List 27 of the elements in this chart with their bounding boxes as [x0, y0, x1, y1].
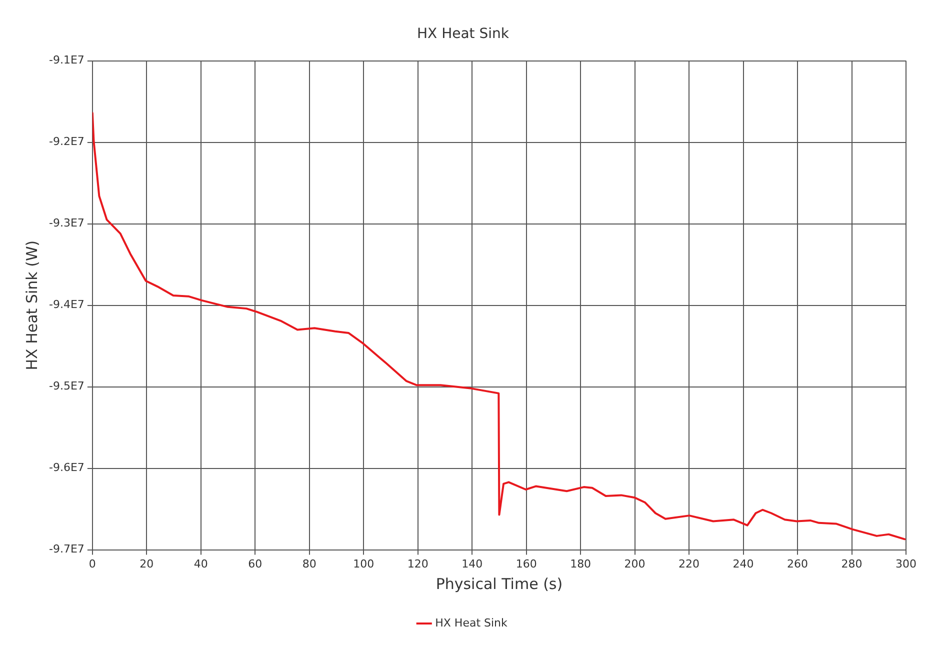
x-tick-label: 100 — [353, 557, 374, 570]
x-tick-label: 260 — [787, 557, 808, 570]
x-tick-label: 0 — [88, 557, 96, 570]
x-tick-label: 80 — [302, 557, 316, 570]
x-tick-label: 300 — [896, 557, 916, 570]
y-tick-label: -9.4E7 — [48, 298, 84, 312]
x-tick-label: 240 — [732, 557, 754, 570]
y-tick-label: -9.3E7 — [48, 216, 84, 230]
x-tick-label: 220 — [678, 557, 700, 570]
x-tick-label: 280 — [841, 557, 862, 570]
x-tick-label: 180 — [570, 557, 592, 570]
y-tick-label: -9.5E7 — [48, 380, 84, 393]
x-tick-label: 160 — [516, 557, 537, 570]
legend-label: HX Heat Sink — [435, 616, 508, 630]
x-tick-label: 60 — [248, 557, 262, 570]
x-tick-label: 140 — [462, 557, 483, 570]
y-tick-label: -9.2E7 — [48, 135, 84, 148]
x-tick-label: 40 — [194, 557, 208, 570]
y-axis-title: HX Heat Sink (W) — [22, 240, 41, 370]
x-tick-label: 20 — [140, 557, 154, 570]
chart-title: HX Heat Sink — [417, 26, 510, 42]
y-tick-label: -9.6E7 — [48, 461, 84, 474]
y-tick-label: -9.1E7 — [48, 54, 84, 67]
x-tick-label: 200 — [624, 557, 646, 570]
x-axis-title: Physical Time (s) — [436, 574, 563, 593]
x-tick-label: 120 — [407, 557, 428, 570]
y-tick-label: -9.7E7 — [48, 542, 84, 556]
